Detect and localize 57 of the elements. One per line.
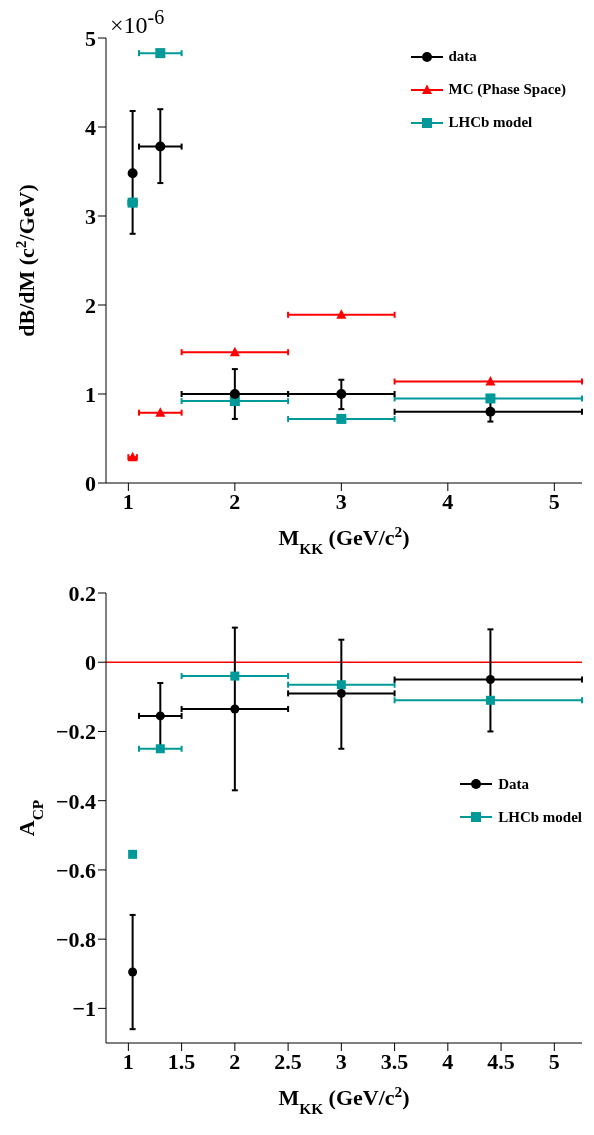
x-tick-label: 3.5 [380, 1048, 409, 1074]
point [229, 346, 240, 357]
y-tick-label: 3 [85, 203, 96, 229]
point [128, 849, 138, 859]
point [155, 711, 165, 721]
x-tick-label: 1.5 [167, 1048, 196, 1074]
y-tick-label: 4 [85, 114, 96, 140]
x-tick-label: 1 [122, 488, 134, 514]
point [229, 389, 240, 399]
y-tick-label: 1 [85, 381, 96, 407]
x-tick-label: 4.5 [487, 1048, 515, 1074]
x-tick-label: 2 [229, 1048, 241, 1074]
y-tick-label: 2 [85, 292, 96, 318]
legend-label: Data [498, 775, 530, 793]
point [155, 744, 165, 754]
point [485, 675, 495, 685]
legend-label: LHCb model [498, 808, 582, 826]
point [336, 389, 347, 399]
y-tick-label: −1 [72, 996, 96, 1022]
x-tick-label: 2 [229, 488, 241, 514]
point [155, 407, 166, 417]
point [336, 413, 347, 424]
point [485, 393, 496, 404]
point [485, 376, 496, 386]
legend-label: MC (Phase Space) [448, 81, 566, 98]
annotation: ×10$^{-6}$ [110, 6, 165, 39]
y-tick-label: 0.2 [68, 580, 96, 606]
point [336, 309, 347, 319]
x-tick-label: 1 [122, 1048, 134, 1074]
x-tick-label: 3 [335, 1048, 347, 1074]
y-tick-label: −0.6 [55, 857, 96, 883]
y-tick-label: 0 [85, 470, 96, 496]
point [336, 688, 346, 698]
x-axis-title: M$_{KK}$ (GeV/c$^{2}$) [278, 1082, 410, 1117]
legend-label: LHCb model [448, 114, 533, 131]
point [485, 695, 495, 705]
point [336, 680, 346, 690]
x-axis-title: M$_{KK}$ (GeV/c$^{2}$) [278, 522, 410, 557]
y-tick-label: 5 [85, 25, 96, 51]
x-tick-label: 2.5 [274, 1048, 302, 1074]
x-tick-label: 3 [335, 488, 347, 514]
point [230, 704, 240, 714]
legend-label: data [448, 48, 477, 65]
point [155, 141, 166, 152]
point [155, 48, 166, 59]
x-tick-label: 4 [442, 1048, 454, 1074]
point [230, 671, 240, 681]
point [485, 406, 496, 417]
y-tick-label: −0.2 [55, 719, 96, 745]
x-tick-label: 5 [548, 488, 560, 514]
x-tick-label: 4 [442, 488, 454, 514]
y-tick-label: −0.4 [55, 788, 96, 814]
y-tick-label: 0 [85, 650, 96, 676]
point [127, 168, 138, 179]
y-tick-label: −0.8 [55, 926, 96, 952]
point [128, 967, 138, 977]
x-tick-label: 5 [548, 1048, 560, 1074]
